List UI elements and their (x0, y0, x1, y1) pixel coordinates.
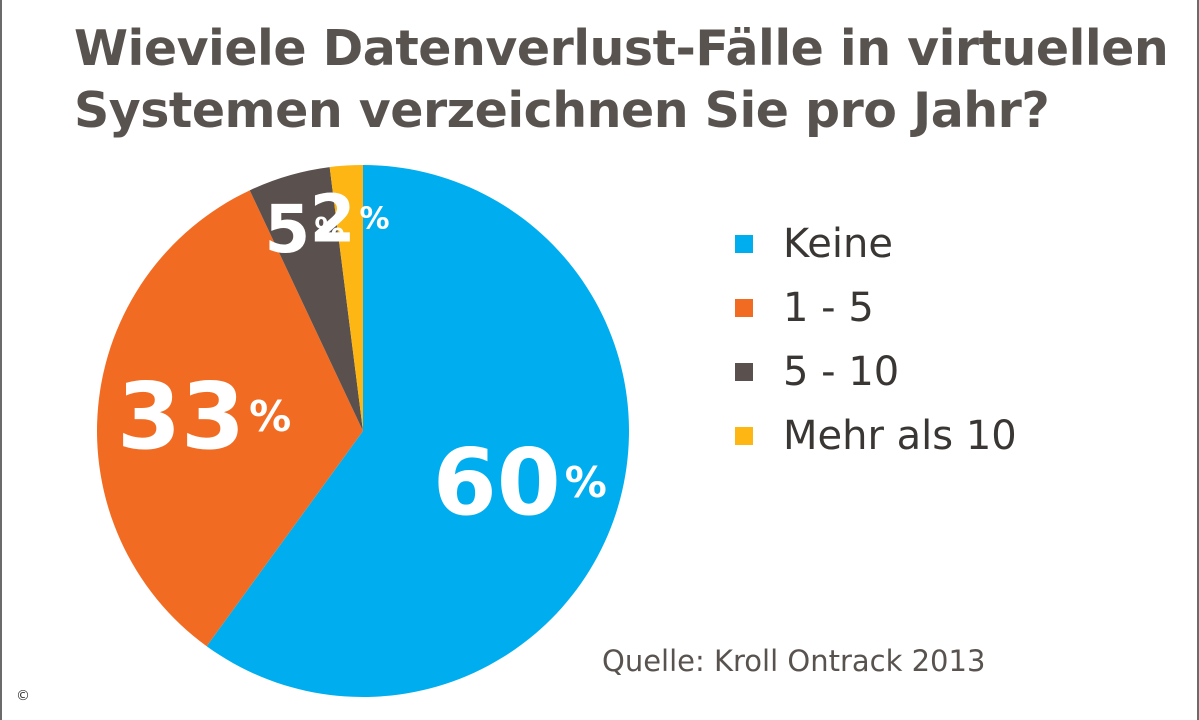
pie-label-5-10: 5% (264, 191, 344, 268)
pie-label-unit-keine: % (565, 458, 607, 507)
pie-label-value-mehr-als-10: 2 (310, 180, 356, 257)
legend-item-5-10: 5 - 10 (735, 340, 1017, 404)
legend-item-mehr-als-10: Mehr als 10 (735, 404, 1017, 468)
pie-slice-5-10 (249, 167, 363, 431)
chart-title: Wieviele Datenverlust-Fälle in virtuelle… (74, 18, 1169, 142)
pie-label-value-1-5: 33 (117, 363, 245, 470)
pie-label-unit-mehr-als-10: % (360, 201, 390, 236)
pie-label-unit-5-10: % (314, 212, 344, 247)
pie-slice-1-5 (97, 190, 364, 647)
source-note: Quelle: Kroll Ontrack 2013 (602, 644, 986, 678)
legend-label-keine: Keine (783, 221, 893, 267)
pie-label-keine: 60% (433, 429, 607, 536)
pie-slice-keine (206, 165, 629, 697)
legend-label-5-10: 5 - 10 (783, 349, 900, 395)
chart-legend: Keine 1 - 5 5 - 10 Mehr als 10 (735, 212, 1017, 468)
pie-label-value-keine: 60 (433, 429, 561, 536)
pie-label-value-5-10: 5 (264, 191, 310, 268)
chart-title-line-2: Systemen verzeichnen Sie pro Jahr? (74, 82, 1050, 139)
pie-label-1-5: 33% (117, 363, 291, 470)
chart-title-line-1: Wieviele Datenverlust-Fälle in virtuelle… (74, 20, 1169, 77)
legend-label-1-5: 1 - 5 (783, 285, 874, 331)
pie-label-unit-1-5: % (249, 392, 291, 441)
legend-item-1-5: 1 - 5 (735, 276, 1017, 340)
legend-swatch-5-10 (735, 363, 753, 381)
pie-label-mehr-als-10: 2% (310, 180, 390, 257)
legend-item-keine: Keine (735, 212, 1017, 276)
legend-swatch-keine (735, 235, 753, 253)
legend-label-mehr-als-10: Mehr als 10 (783, 413, 1017, 459)
legend-swatch-1-5 (735, 299, 753, 317)
pie-slice-mehr-als-10 (329, 165, 363, 431)
copyright-mark: © (16, 688, 30, 704)
legend-swatch-mehr-als-10 (735, 427, 753, 445)
